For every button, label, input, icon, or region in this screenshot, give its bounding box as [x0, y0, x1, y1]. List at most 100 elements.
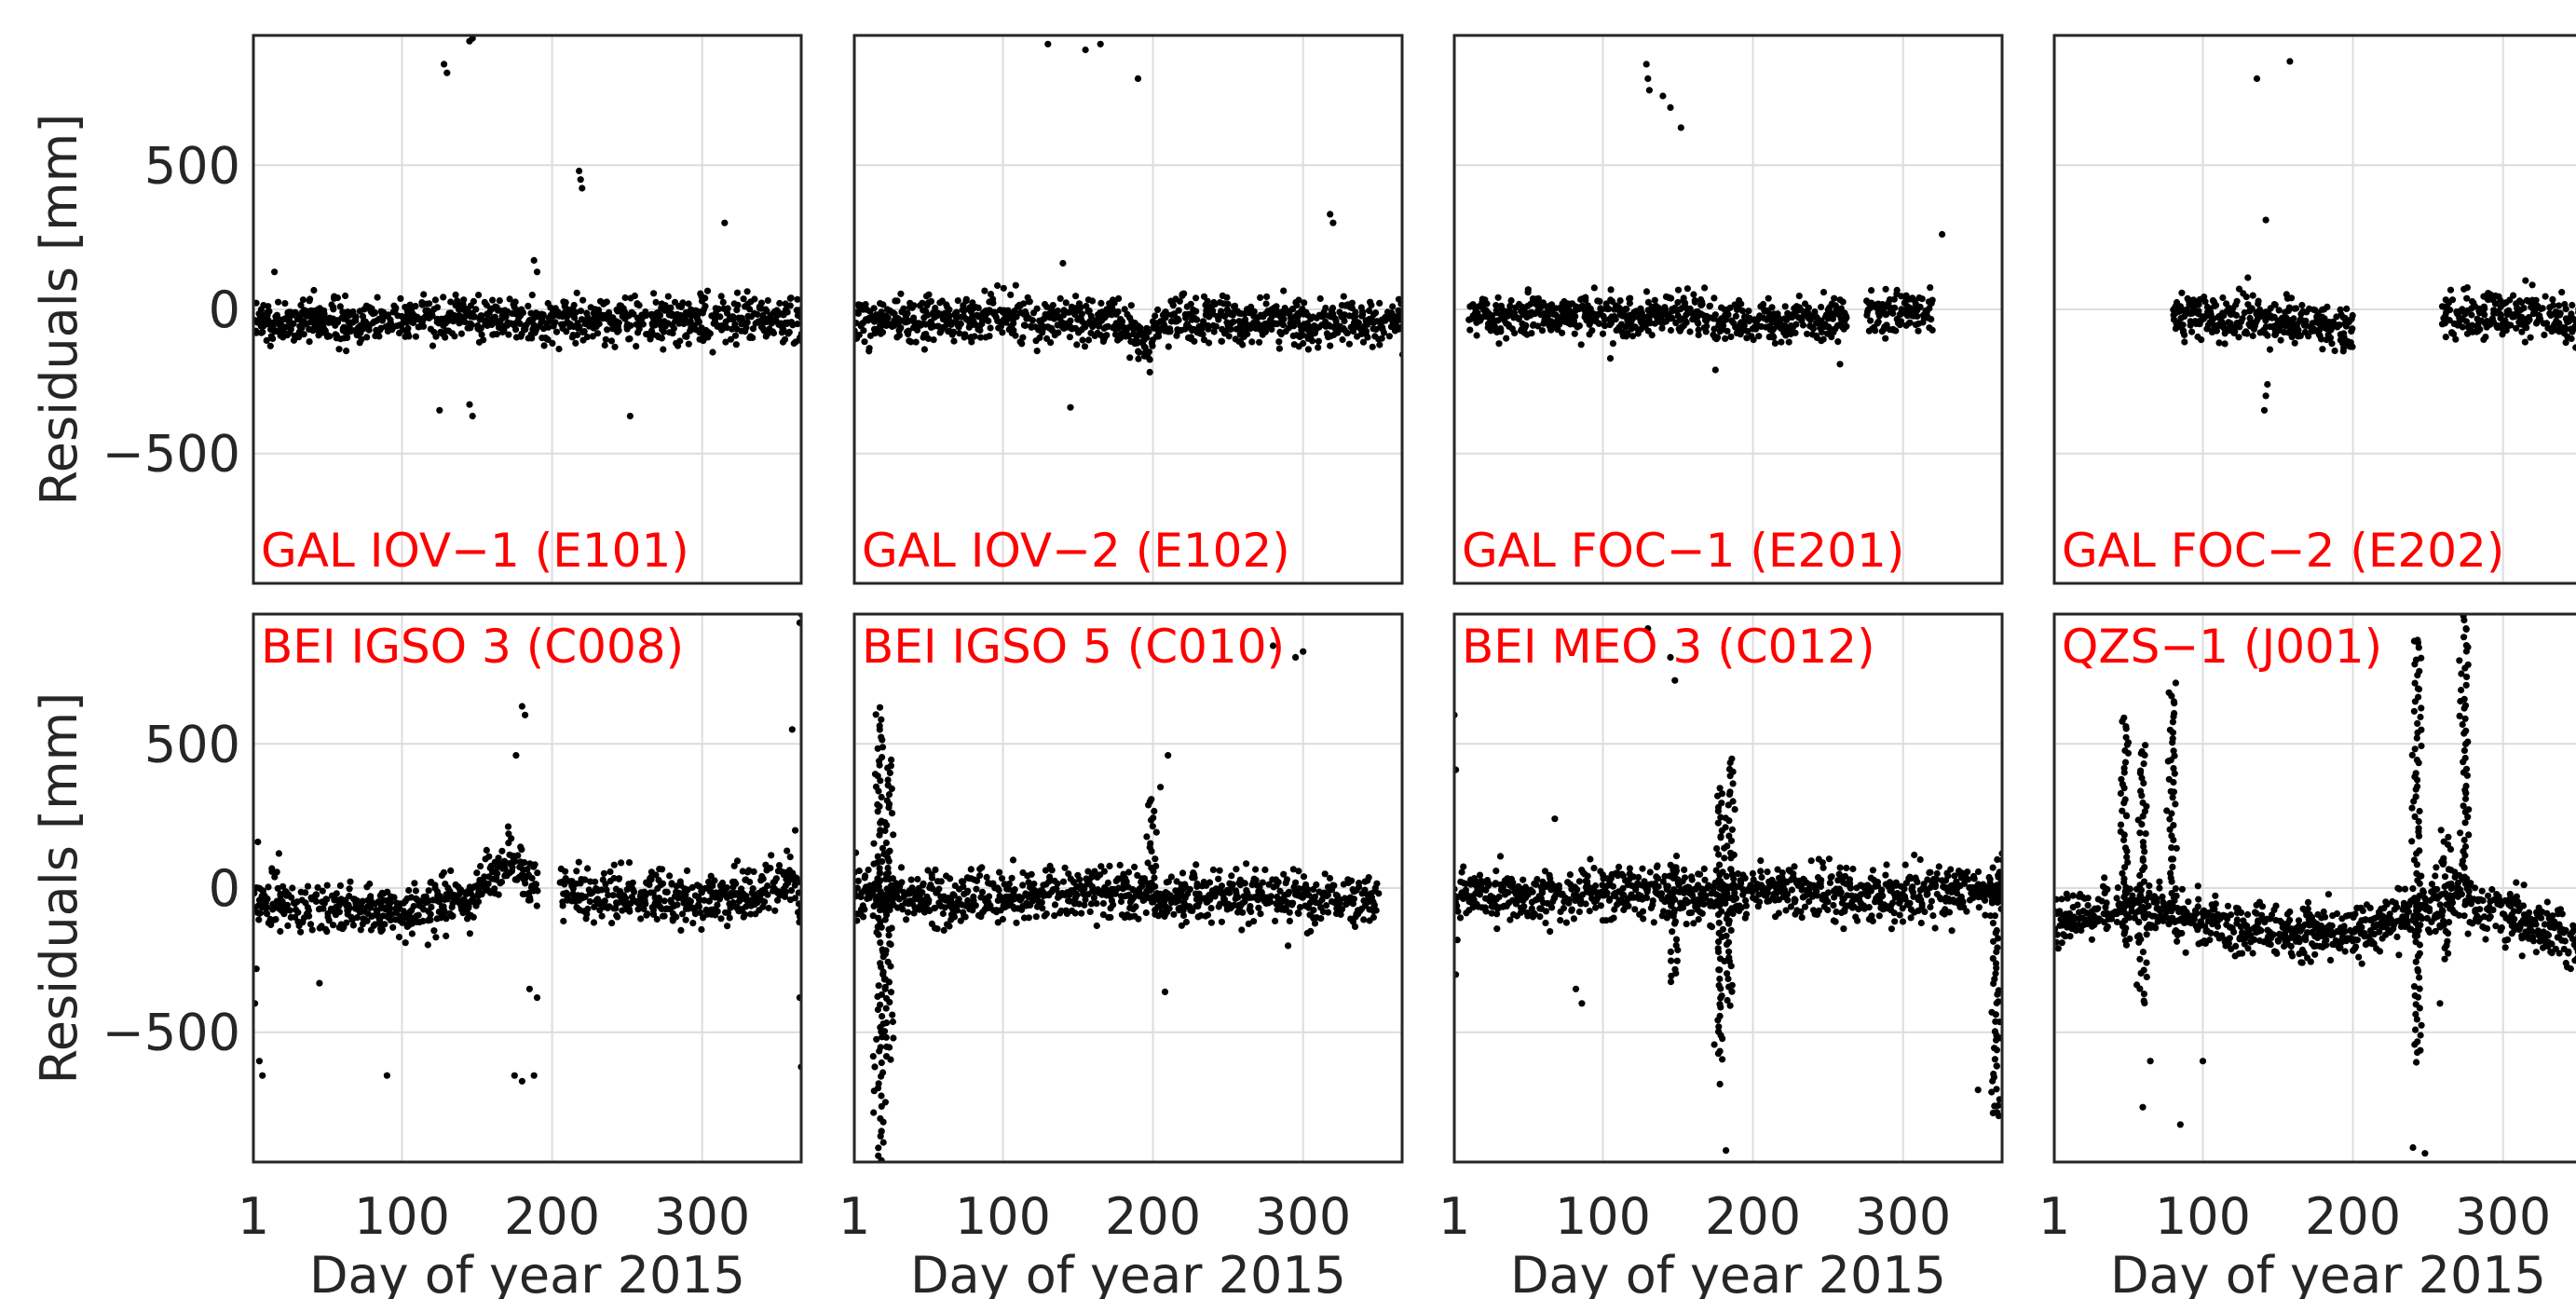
- outlier-point: [2286, 58, 2294, 65]
- data-point: [1916, 303, 1924, 310]
- data-point: [1216, 867, 1223, 874]
- data-point: [714, 908, 721, 915]
- data-point: [255, 916, 263, 923]
- data-point: [319, 887, 326, 895]
- x-tick-label: 100: [354, 1187, 450, 1246]
- data-point: [1204, 911, 1212, 919]
- data-point: [1081, 901, 1088, 909]
- data-point: [2324, 303, 2331, 310]
- data-point: [1534, 294, 1542, 302]
- data-point: [899, 906, 906, 913]
- data-point: [2198, 336, 2205, 344]
- data-point: [343, 919, 350, 926]
- outlier-point: [788, 726, 796, 733]
- data-point: [1234, 894, 1242, 901]
- data-point: [420, 322, 428, 330]
- outlier-point: [2260, 406, 2269, 414]
- data-point: [978, 864, 986, 871]
- data-point: [1792, 329, 1799, 336]
- data-point: [897, 864, 906, 871]
- data-point: [1056, 294, 1064, 302]
- data-point: [1215, 875, 1222, 882]
- data-point: [709, 882, 716, 890]
- data-point: [957, 320, 964, 327]
- data-point: [905, 318, 913, 325]
- data-point: [1167, 873, 1175, 881]
- data-point: [429, 342, 437, 349]
- data-point: [1596, 297, 1603, 305]
- data-point: [925, 291, 933, 298]
- data-point: [2291, 339, 2298, 347]
- data-point: [1067, 317, 1074, 324]
- data-point: [1161, 897, 1168, 905]
- data-point: [1054, 880, 1061, 887]
- data-point: [1142, 909, 1150, 917]
- data-point: [1711, 294, 1718, 302]
- data-point: [1225, 333, 1233, 340]
- data-point: [702, 303, 709, 310]
- data-point: [791, 882, 798, 889]
- data-point: [2448, 296, 2457, 304]
- data-point: [306, 338, 313, 346]
- data-point: [273, 868, 280, 876]
- data-point: [1274, 879, 1282, 886]
- data-point: [395, 934, 403, 941]
- data-point: [466, 930, 473, 937]
- data-point: [1702, 328, 1710, 335]
- data-point: [1247, 324, 1254, 332]
- data-point: [884, 314, 892, 321]
- data-point: [1275, 338, 1283, 346]
- data-point: [2539, 305, 2546, 312]
- data-point: [452, 291, 459, 298]
- data-point: [360, 325, 367, 333]
- data-point: [275, 298, 282, 306]
- data-point: [1121, 306, 1128, 313]
- data-point: [685, 340, 692, 348]
- data-point: [2292, 305, 2300, 312]
- data-point: [961, 913, 969, 921]
- data-point: [670, 324, 678, 332]
- data-point: [879, 329, 887, 336]
- data-point: [483, 846, 490, 855]
- data-point: [860, 913, 867, 921]
- data-point: [1626, 299, 1633, 307]
- data-point: [598, 886, 606, 894]
- outlier-point: [1836, 361, 1844, 368]
- data-point: [964, 896, 972, 905]
- data-point: [782, 888, 790, 896]
- data-point: [2536, 315, 2544, 322]
- data-point: [440, 868, 447, 877]
- data-point: [1642, 288, 1651, 295]
- data-point: [346, 904, 353, 912]
- data-point: [1658, 324, 1666, 332]
- data-point: [455, 300, 462, 308]
- outlier-point: [1659, 92, 1667, 100]
- outlier-point: [577, 176, 584, 184]
- data-point: [577, 308, 585, 315]
- data-point: [723, 884, 730, 892]
- data-point: [1032, 913, 1040, 921]
- data-point: [1209, 866, 1217, 874]
- data-point: [583, 334, 592, 341]
- data-point: [953, 308, 961, 316]
- data-point: [508, 835, 515, 842]
- data-point: [1152, 312, 1159, 320]
- outlier-point: [512, 752, 520, 759]
- data-point: [1170, 910, 1178, 918]
- data-point: [700, 337, 707, 345]
- data-point: [978, 888, 987, 896]
- data-point: [1028, 870, 1035, 878]
- data-point: [1612, 316, 1619, 323]
- outlier-point: [626, 412, 634, 420]
- data-point: [563, 328, 570, 335]
- data-point: [1175, 307, 1182, 314]
- axes-frame: [2052, 34, 2576, 585]
- data-point: [1325, 909, 1332, 916]
- data-point: [668, 880, 675, 887]
- data-point: [2459, 323, 2466, 331]
- data-point: [2288, 334, 2296, 341]
- data-point: [626, 908, 634, 915]
- data-point: [781, 335, 789, 343]
- data-point: [343, 348, 350, 355]
- data-point: [1086, 908, 1094, 916]
